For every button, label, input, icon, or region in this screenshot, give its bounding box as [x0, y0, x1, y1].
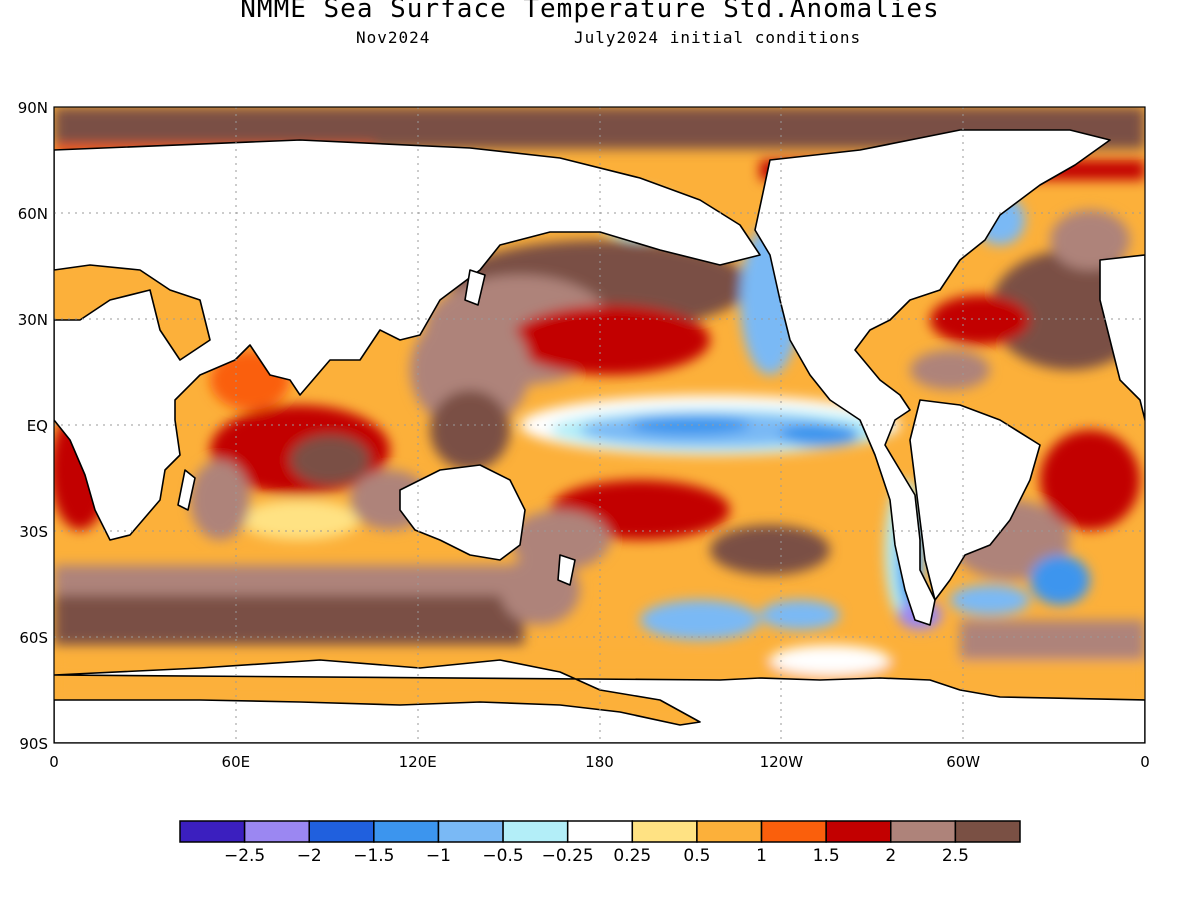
colorbar-label: −0.25 — [542, 846, 594, 866]
colorbar-label: −0.5 — [482, 846, 523, 866]
colorbar-label: −1 — [426, 846, 451, 866]
lat-tick-label: 30N — [18, 311, 48, 329]
latitude-labels: 90N 60N 30N EQ 30S 60S 90S — [18, 99, 48, 753]
colorbar-label: −2.5 — [224, 846, 265, 866]
colorbar-swatch — [373, 820, 440, 843]
anomaly-patch — [1050, 210, 1130, 270]
lon-tick-label: 180 — [585, 753, 614, 771]
colorbar-swatch — [437, 820, 504, 843]
anomaly-patch — [1040, 430, 1140, 530]
land-europe-iberia — [1099, 254, 1145, 421]
colorbar-swatch — [825, 820, 892, 843]
colorbar-swatch — [890, 820, 957, 843]
lon-tick-label: 0 — [49, 753, 59, 771]
land-greenland-northamerica — [754, 129, 1111, 626]
anomaly-patch — [770, 645, 890, 675]
land-japan — [464, 269, 486, 306]
anomaly-patch — [910, 350, 990, 390]
lat-tick-label: 90S — [19, 735, 48, 753]
colorbar-label: 0.5 — [683, 846, 710, 866]
lat-tick-label: EQ — [27, 417, 48, 435]
colorbar-swatch — [696, 820, 763, 843]
anomaly-patch — [510, 305, 710, 375]
colorbar-swatch — [760, 820, 827, 843]
anomaly-patch — [54, 565, 524, 595]
chart-title: NMME Sea Surface Temperature Std.Anomali… — [240, 0, 940, 24]
anomaly-patch — [950, 585, 1030, 615]
land-madagascar — [177, 469, 196, 511]
anomaly-patch — [290, 435, 370, 485]
lon-tick-label: 60E — [222, 753, 251, 771]
land-africa-eurasia — [54, 139, 761, 541]
land-newzealand — [557, 554, 576, 586]
lat-tick-label: 60N — [18, 205, 48, 223]
longitude-labels: 0 60E 120E 180 120W 60W 0 — [49, 753, 1150, 771]
anomaly-patch — [710, 525, 830, 575]
anomaly-patch — [930, 295, 1030, 345]
colorbar: −2.5 −2 −1.5 −1 −0.5 −0.25 0.25 0.5 1 1.5 2 2.5 — [179, 820, 1021, 866]
anomaly-patch — [760, 600, 840, 630]
colorbar-label: 1 — [756, 846, 767, 866]
colorbar-swatch — [502, 820, 569, 843]
colorbar-swatch — [954, 820, 1021, 843]
colorbar-label: 1.5 — [813, 846, 840, 866]
anomaly-patch — [630, 415, 750, 435]
anomaly-patch — [410, 310, 530, 430]
land-antarctica — [54, 659, 1145, 743]
colorbar-label: 2.5 — [942, 846, 969, 866]
anomaly-patch — [54, 590, 524, 645]
colorbar-label: 2 — [885, 846, 896, 866]
colorbar-label: 0.25 — [613, 846, 651, 866]
lon-tick-label: 120E — [399, 753, 437, 771]
colorbar-swatch — [243, 820, 310, 843]
anomaly-patch — [510, 510, 610, 570]
lat-tick-label: 30S — [19, 523, 48, 541]
lon-tick-label: 0 — [1140, 753, 1150, 771]
lat-tick-label: 90N — [18, 99, 48, 117]
lon-tick-label: 120W — [760, 753, 804, 771]
anomaly-field — [54, 107, 1145, 743]
anomaly-patch — [190, 460, 250, 540]
anomaly-patch — [240, 500, 360, 540]
colorbar-label: −2 — [297, 846, 322, 866]
lon-tick-label: 60W — [946, 753, 980, 771]
colorbar-swatch — [631, 820, 698, 843]
land-masses — [54, 129, 1145, 743]
colorbar-swatch — [179, 820, 246, 843]
graticule — [54, 107, 1145, 743]
land-southamerica-east — [909, 399, 1041, 601]
map-frame — [53, 106, 1146, 744]
lat-tick-label: 60S — [19, 629, 48, 647]
anomaly-patch — [1030, 555, 1090, 605]
init-conditions-label: July2024 initial conditions — [574, 28, 862, 47]
colorbar-label: −1.5 — [353, 846, 394, 866]
anomaly-patch — [640, 600, 760, 640]
valid-month-label: Nov2024 — [356, 28, 431, 47]
colorbar-swatch — [308, 820, 375, 843]
anomaly-patch — [430, 390, 510, 470]
land-australia — [399, 464, 526, 561]
colorbar-swatch — [566, 820, 634, 843]
anomaly-patch — [780, 423, 860, 447]
